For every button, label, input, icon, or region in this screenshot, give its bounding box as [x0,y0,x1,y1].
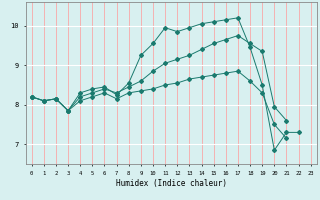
X-axis label: Humidex (Indice chaleur): Humidex (Indice chaleur) [116,179,227,188]
